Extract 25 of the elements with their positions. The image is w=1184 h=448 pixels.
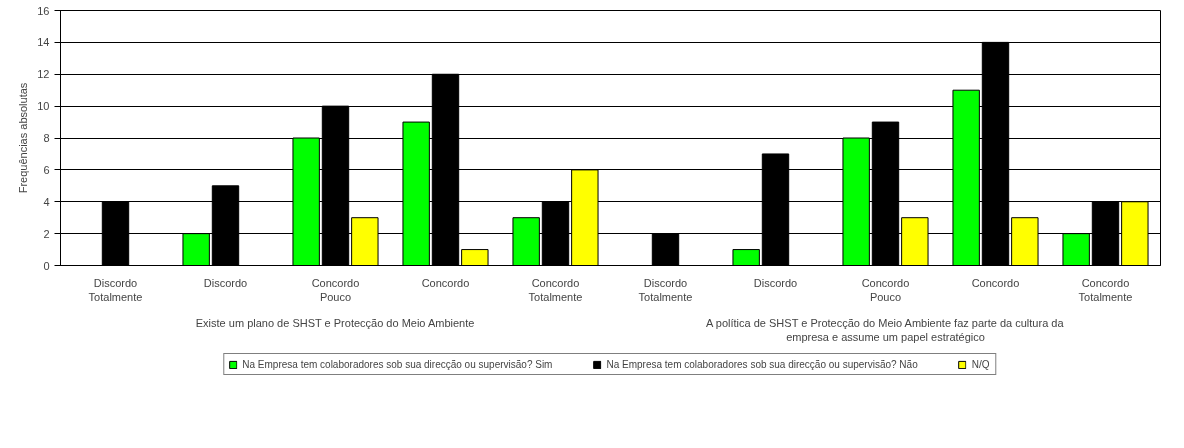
y-tick-label: 4 [43, 195, 50, 208]
text: A política de SHST e Protecção do Meio Ambiente faz parte da cultura da empresa e assume um papel estratégico [706, 316, 1065, 343]
x-tick-label: Discordo Totalmente [638, 276, 693, 303]
y-tick-label: 6 [43, 163, 50, 176]
x-tick-label: Concordo Pouco [311, 276, 360, 303]
y-tick-label: 16 [37, 4, 50, 17]
x-tick-label: Concordo Totalmente [1078, 276, 1133, 303]
legend-label: Na Empresa tem colaboradores sob sua direcção ou supervisão? Não [606, 358, 918, 370]
y-tick-label: 10 [37, 100, 50, 113]
y-tick-label: 0 [43, 259, 50, 272]
x-tick-label: Concordo [421, 276, 470, 289]
y-axis-title: Frequências absolutas [17, 82, 30, 194]
y-tick-label: 2 [43, 227, 50, 240]
y-tick-label: 12 [37, 68, 50, 81]
y-tick-label: 14 [37, 36, 50, 49]
y-tick-label: 8 [43, 132, 50, 144]
legend-label: Na Empresa tem colaboradores sob sua direcção ou supervisão? Sim [242, 358, 553, 370]
x-tick-label: Concordo Totalmente [528, 276, 583, 303]
legend-label: N/Q [971, 358, 991, 370]
text: Existe um plano de SHST e Protecção do Meio Ambiente [195, 316, 475, 329]
x-tick-label: Discordo [203, 276, 248, 289]
x-tick-label: Concordo [971, 276, 1020, 289]
x-tick-label: Concordo Pouco [861, 276, 910, 303]
x-tick-label: Discordo [753, 276, 798, 289]
x-tick-label: Discordo Totalmente [88, 276, 143, 303]
